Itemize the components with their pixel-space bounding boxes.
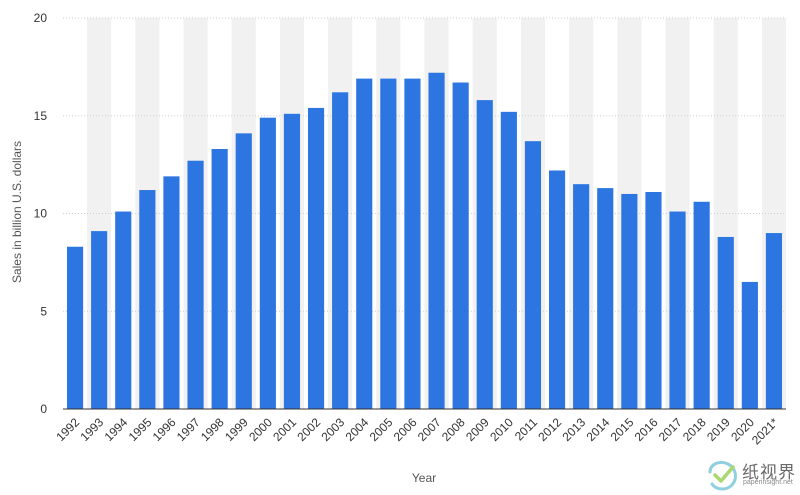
bar [669, 211, 686, 409]
bar [66, 246, 84, 409]
x-axis-title: Year [412, 471, 436, 485]
bar [115, 211, 132, 409]
bar [307, 107, 325, 410]
x-tick-label: 1999 [222, 415, 251, 444]
bar [524, 141, 542, 410]
x-tick-label: 2007 [415, 415, 444, 444]
x-tick-label: 2001 [270, 415, 299, 444]
bar [404, 78, 421, 409]
bar [139, 190, 156, 409]
x-tick-label: 2006 [391, 415, 420, 444]
x-tick-label: 1993 [77, 415, 106, 444]
bar [476, 100, 493, 410]
x-tick-label: 1996 [150, 415, 179, 444]
x-tick-label: 2015 [608, 415, 637, 444]
bar [573, 184, 590, 409]
y-tick-label: 15 [34, 109, 48, 123]
x-tick-label: 2012 [535, 415, 564, 444]
watermark-brand: 纸视界 [742, 463, 796, 483]
y-tick-label: 20 [34, 11, 48, 25]
bar [621, 193, 638, 409]
x-tick-label: 1998 [198, 415, 227, 444]
bar [356, 78, 373, 409]
x-tick-label: 1994 [102, 415, 131, 444]
y-tick-label: 10 [34, 207, 48, 221]
gridlines [63, 17, 786, 312]
bar [332, 92, 349, 409]
x-tick-label: 2009 [463, 415, 492, 444]
bar [380, 78, 397, 409]
bar [163, 176, 180, 409]
bar [597, 188, 614, 409]
x-tick-label: 2014 [584, 415, 613, 444]
x-tick-label: 2016 [632, 415, 661, 444]
x-tick-label: 2019 [704, 415, 733, 444]
bar [428, 72, 445, 410]
y-tick-label: 5 [40, 304, 47, 318]
x-tick-label: 1992 [53, 415, 82, 444]
watermark-site: paperinsight.net [743, 479, 793, 486]
y-axis-title: Sales in billion U.S. dollars [10, 141, 24, 283]
y-tick-label: 0 [40, 402, 47, 416]
x-tick-label: 1995 [126, 415, 155, 444]
bar [235, 133, 252, 409]
x-tick-label: 2011 [512, 415, 540, 443]
x-tick-label: 2000 [246, 415, 275, 444]
x-tick-label: 2005 [367, 415, 396, 444]
bar [211, 148, 228, 410]
x-tick-label: 2003 [318, 415, 347, 444]
x-tick-label: 1997 [174, 415, 203, 444]
bar [645, 191, 662, 409]
bar [717, 236, 734, 409]
bar [741, 281, 758, 409]
x-tick-label: 2004 [343, 415, 372, 444]
bar [452, 82, 469, 409]
x-tick-label: 2010 [487, 415, 516, 444]
bar [187, 160, 204, 409]
bar [283, 113, 301, 410]
bar [765, 233, 783, 409]
x-tick-label: 2018 [680, 415, 709, 444]
x-axis-ticks: 1992199319941995199619971998199920002001… [53, 415, 781, 447]
watermark: 纸视界 paperinsight.net [706, 456, 800, 494]
x-tick-label: 2017 [656, 415, 685, 444]
checkmark-logo-icon [708, 460, 737, 491]
x-tick-label: 2013 [559, 415, 588, 444]
x-tick-label: 2002 [294, 415, 323, 444]
bar [91, 231, 108, 409]
bar [693, 201, 710, 409]
x-tick-label: 2021* [749, 415, 781, 447]
bars [66, 72, 783, 410]
x-tick-label: 2008 [439, 415, 468, 444]
bar [500, 111, 517, 409]
bar [548, 170, 566, 409]
bar [259, 117, 276, 409]
y-axis-ticks: 0 5 10 15 20 [34, 11, 48, 416]
